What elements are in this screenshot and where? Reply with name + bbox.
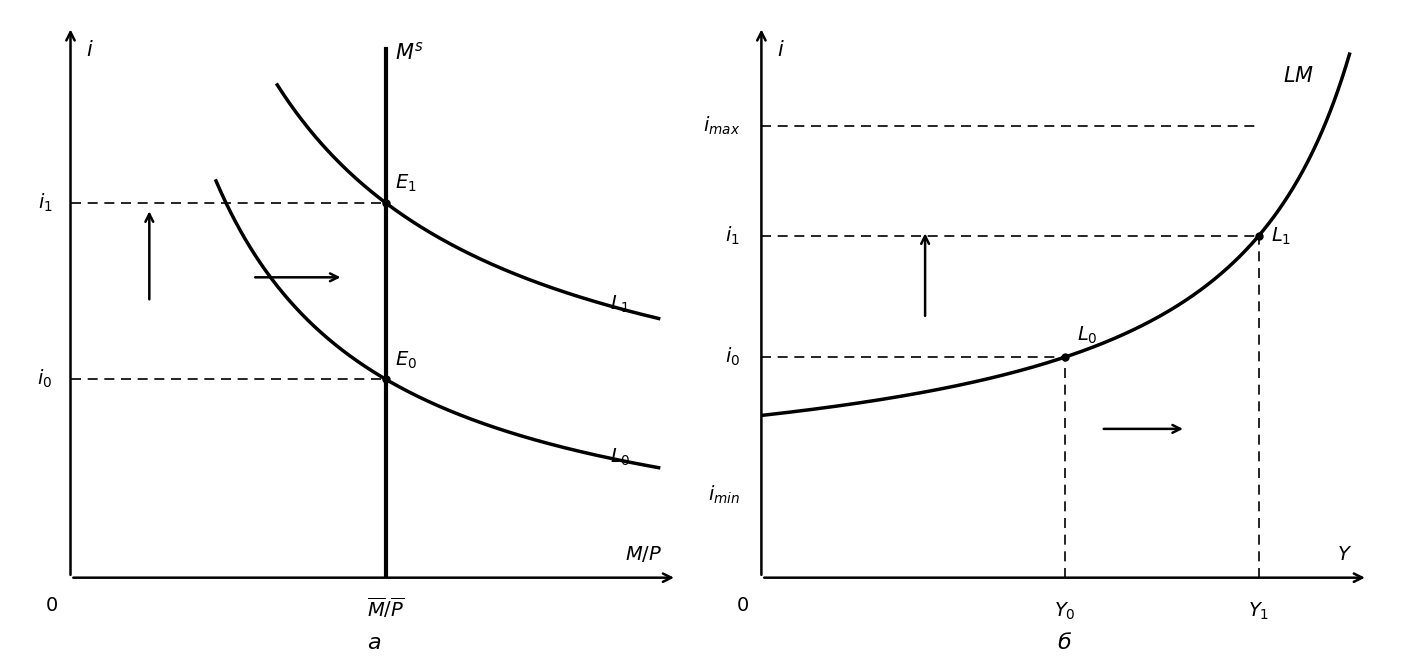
Text: $Y$: $Y$ (1337, 545, 1352, 564)
Text: $\overline{M}/\overline{P}$: $\overline{M}/\overline{P}$ (367, 596, 405, 620)
Text: 0: 0 (737, 596, 749, 615)
Text: $i_{max}$: $i_{max}$ (704, 115, 740, 137)
Text: $E_1$: $E_1$ (395, 173, 416, 195)
Text: $i_0$: $i_0$ (37, 368, 52, 390)
Text: $L_0$: $L_0$ (611, 446, 630, 467)
Text: $LM$: $LM$ (1283, 66, 1314, 86)
Text: $L_1$: $L_1$ (1270, 226, 1292, 247)
Text: $i_{min}$: $i_{min}$ (708, 484, 740, 506)
Text: $i$: $i$ (777, 41, 784, 60)
Text: $L_0$: $L_0$ (1077, 325, 1097, 346)
Text: $M^s$: $M^s$ (395, 42, 424, 64)
Text: $i_0$: $i_0$ (725, 346, 740, 369)
Text: $i_1$: $i_1$ (725, 225, 740, 247)
Text: $E_0$: $E_0$ (395, 349, 417, 371)
Text: а: а (367, 633, 381, 653)
Text: $Y_0$: $Y_0$ (1053, 600, 1076, 622)
Text: $Y_1$: $Y_1$ (1248, 600, 1269, 622)
Text: $L_1$: $L_1$ (611, 293, 630, 315)
Text: $M/P$: $M/P$ (625, 544, 661, 564)
Text: 0: 0 (47, 596, 58, 615)
Text: $i_1$: $i_1$ (38, 192, 52, 214)
Text: $i$: $i$ (86, 41, 93, 60)
Text: б: б (1058, 633, 1072, 653)
